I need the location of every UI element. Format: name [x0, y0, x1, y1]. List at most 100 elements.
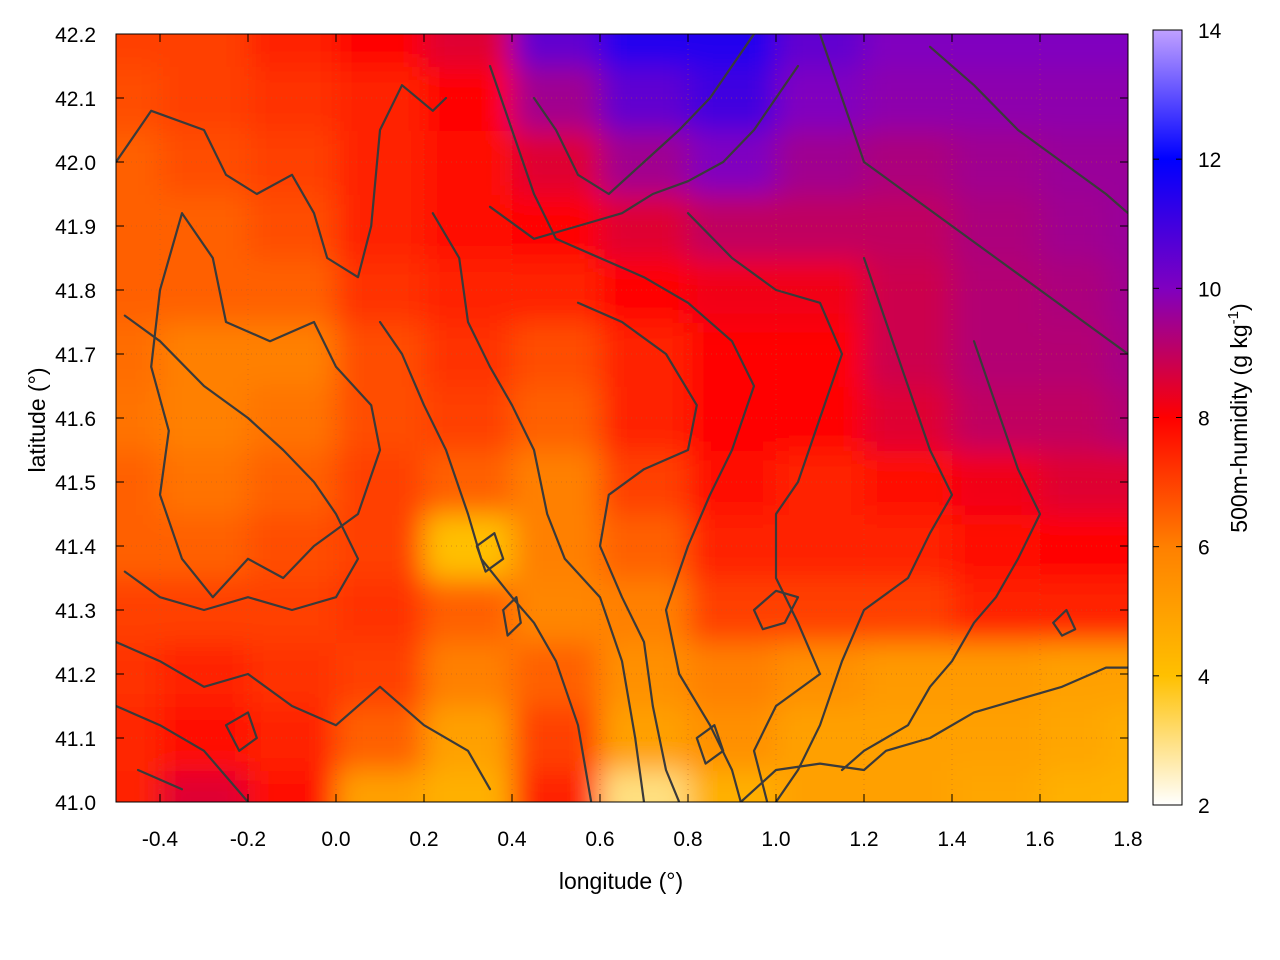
heatmap-cell	[1106, 66, 1128, 131]
colorbar-title: 500m-humidity (g kg-1)	[1225, 303, 1252, 532]
heatmap-cell	[688, 514, 777, 579]
heatmap-cell	[864, 194, 953, 259]
heatmap-cell	[600, 258, 689, 323]
colorbar-title-close: )	[1226, 303, 1252, 311]
heatmap-cell	[424, 66, 513, 131]
y-tick-label: 41.8	[55, 280, 96, 303]
heatmap-field	[116, 34, 1128, 802]
heatmap-cell	[952, 706, 1041, 771]
heatmap-cell	[248, 130, 337, 195]
heatmap-cell	[952, 514, 1041, 579]
y-tick-label: 42.2	[55, 24, 96, 47]
x-tick-label: 0.0	[321, 828, 350, 851]
x-tick-label: 1.4	[937, 828, 967, 851]
heatmap-cell	[160, 450, 249, 515]
heatmap-cell	[688, 34, 777, 67]
heatmap-cell	[512, 322, 601, 387]
heatmap-cell	[336, 258, 425, 323]
heatmap-cell	[864, 450, 953, 515]
heatmap-cell	[600, 322, 689, 387]
heatmap-cell	[512, 386, 601, 451]
heatmap-cell	[512, 66, 601, 131]
colorbar: 2 4 6 8 10 12 14	[1152, 20, 1222, 818]
heatmap-cell	[160, 386, 249, 451]
heatmap-cell	[864, 130, 953, 195]
heatmap-cell	[512, 578, 601, 643]
heatmap-cell	[600, 66, 689, 131]
heatmap-cell	[600, 386, 689, 451]
heatmap-cell	[248, 66, 337, 131]
heatmap-cell	[512, 258, 601, 323]
heatmap-cell	[424, 450, 513, 515]
contour-line	[488, 64, 800, 240]
heatmap-cell	[864, 258, 953, 323]
heatmap-cell	[424, 642, 513, 707]
heatmap-cell	[1106, 578, 1128, 643]
contour-line	[695, 724, 725, 765]
heatmap-cell	[116, 34, 161, 67]
heatmap-cell	[776, 322, 865, 387]
heatmap-cell	[1040, 450, 1107, 515]
heatmap-cell	[248, 322, 337, 387]
heatmap-cell	[688, 578, 777, 643]
heatmap-cell	[160, 514, 249, 579]
heatmap-cell	[776, 770, 865, 802]
contour-line	[576, 301, 698, 802]
heatmap-cell	[864, 642, 953, 707]
contour-line	[686, 212, 844, 802]
heatmap-cell	[1040, 578, 1107, 643]
heatmap-cell	[600, 770, 689, 802]
x-tick-label: 0.6	[585, 828, 614, 851]
contour-line	[818, 34, 1128, 356]
y-tick-label: 41.7	[55, 344, 96, 367]
heatmap-cells	[116, 34, 1128, 802]
colorbar-tick-label: 4	[1198, 666, 1210, 689]
heatmap-cell	[336, 130, 425, 195]
heatmap-cell	[512, 706, 601, 771]
heatmap-cell	[160, 34, 249, 67]
heatmap-cell	[424, 706, 513, 771]
heatmap-cell	[336, 386, 425, 451]
contour-line	[928, 45, 1128, 215]
colorbar-tick-label: 14	[1198, 20, 1222, 43]
contour-line	[739, 666, 1128, 802]
contour-line	[123, 314, 360, 612]
x-tick-label: 1.6	[1025, 828, 1054, 851]
colorbar-title-main: 500m-humidity (g kg	[1226, 324, 1252, 532]
heatmap-cell	[160, 642, 249, 707]
heatmap-cell	[512, 130, 601, 195]
heatmap-cell	[952, 66, 1041, 131]
heatmap-cell	[1106, 322, 1128, 387]
y-tick-label: 41.2	[55, 664, 96, 687]
heatmap-cell	[424, 194, 513, 259]
heatmap-cell	[688, 386, 777, 451]
y-tick-label: 41.3	[55, 600, 96, 623]
colorbar-title-exponent: -1	[1225, 311, 1242, 324]
colorbar-ticks: 2 4 6 8 10 12 14	[1153, 20, 1222, 818]
plot-area	[115, 33, 1129, 803]
contour-line	[1052, 608, 1077, 637]
colorbar-tick-label: 6	[1198, 537, 1210, 560]
heatmap-cell	[336, 66, 425, 131]
heatmap-cell	[1040, 514, 1107, 579]
contour-line	[136, 768, 184, 791]
heatmap-cell	[160, 706, 249, 771]
heatmap-cell	[512, 514, 601, 579]
heatmap-cell	[1106, 386, 1128, 451]
contour-line	[150, 212, 382, 599]
heatmap-cell	[688, 258, 777, 323]
heatmap-cell	[336, 578, 425, 643]
heatmap-cell	[952, 770, 1041, 802]
heatmap-cell	[336, 770, 425, 802]
heatmap-cell	[952, 450, 1041, 515]
heatmap-cell	[512, 194, 601, 259]
y-tick-label: 41.9	[55, 216, 96, 239]
x-tick-label: 1.2	[849, 828, 878, 851]
heatmap-cell	[688, 450, 777, 515]
colorbar-tick-label: 12	[1198, 149, 1221, 172]
heatmap-cell	[776, 130, 865, 195]
heatmap-cell	[512, 450, 601, 515]
y-tick-label: 41.5	[55, 472, 96, 495]
heatmap-cell	[688, 194, 777, 259]
